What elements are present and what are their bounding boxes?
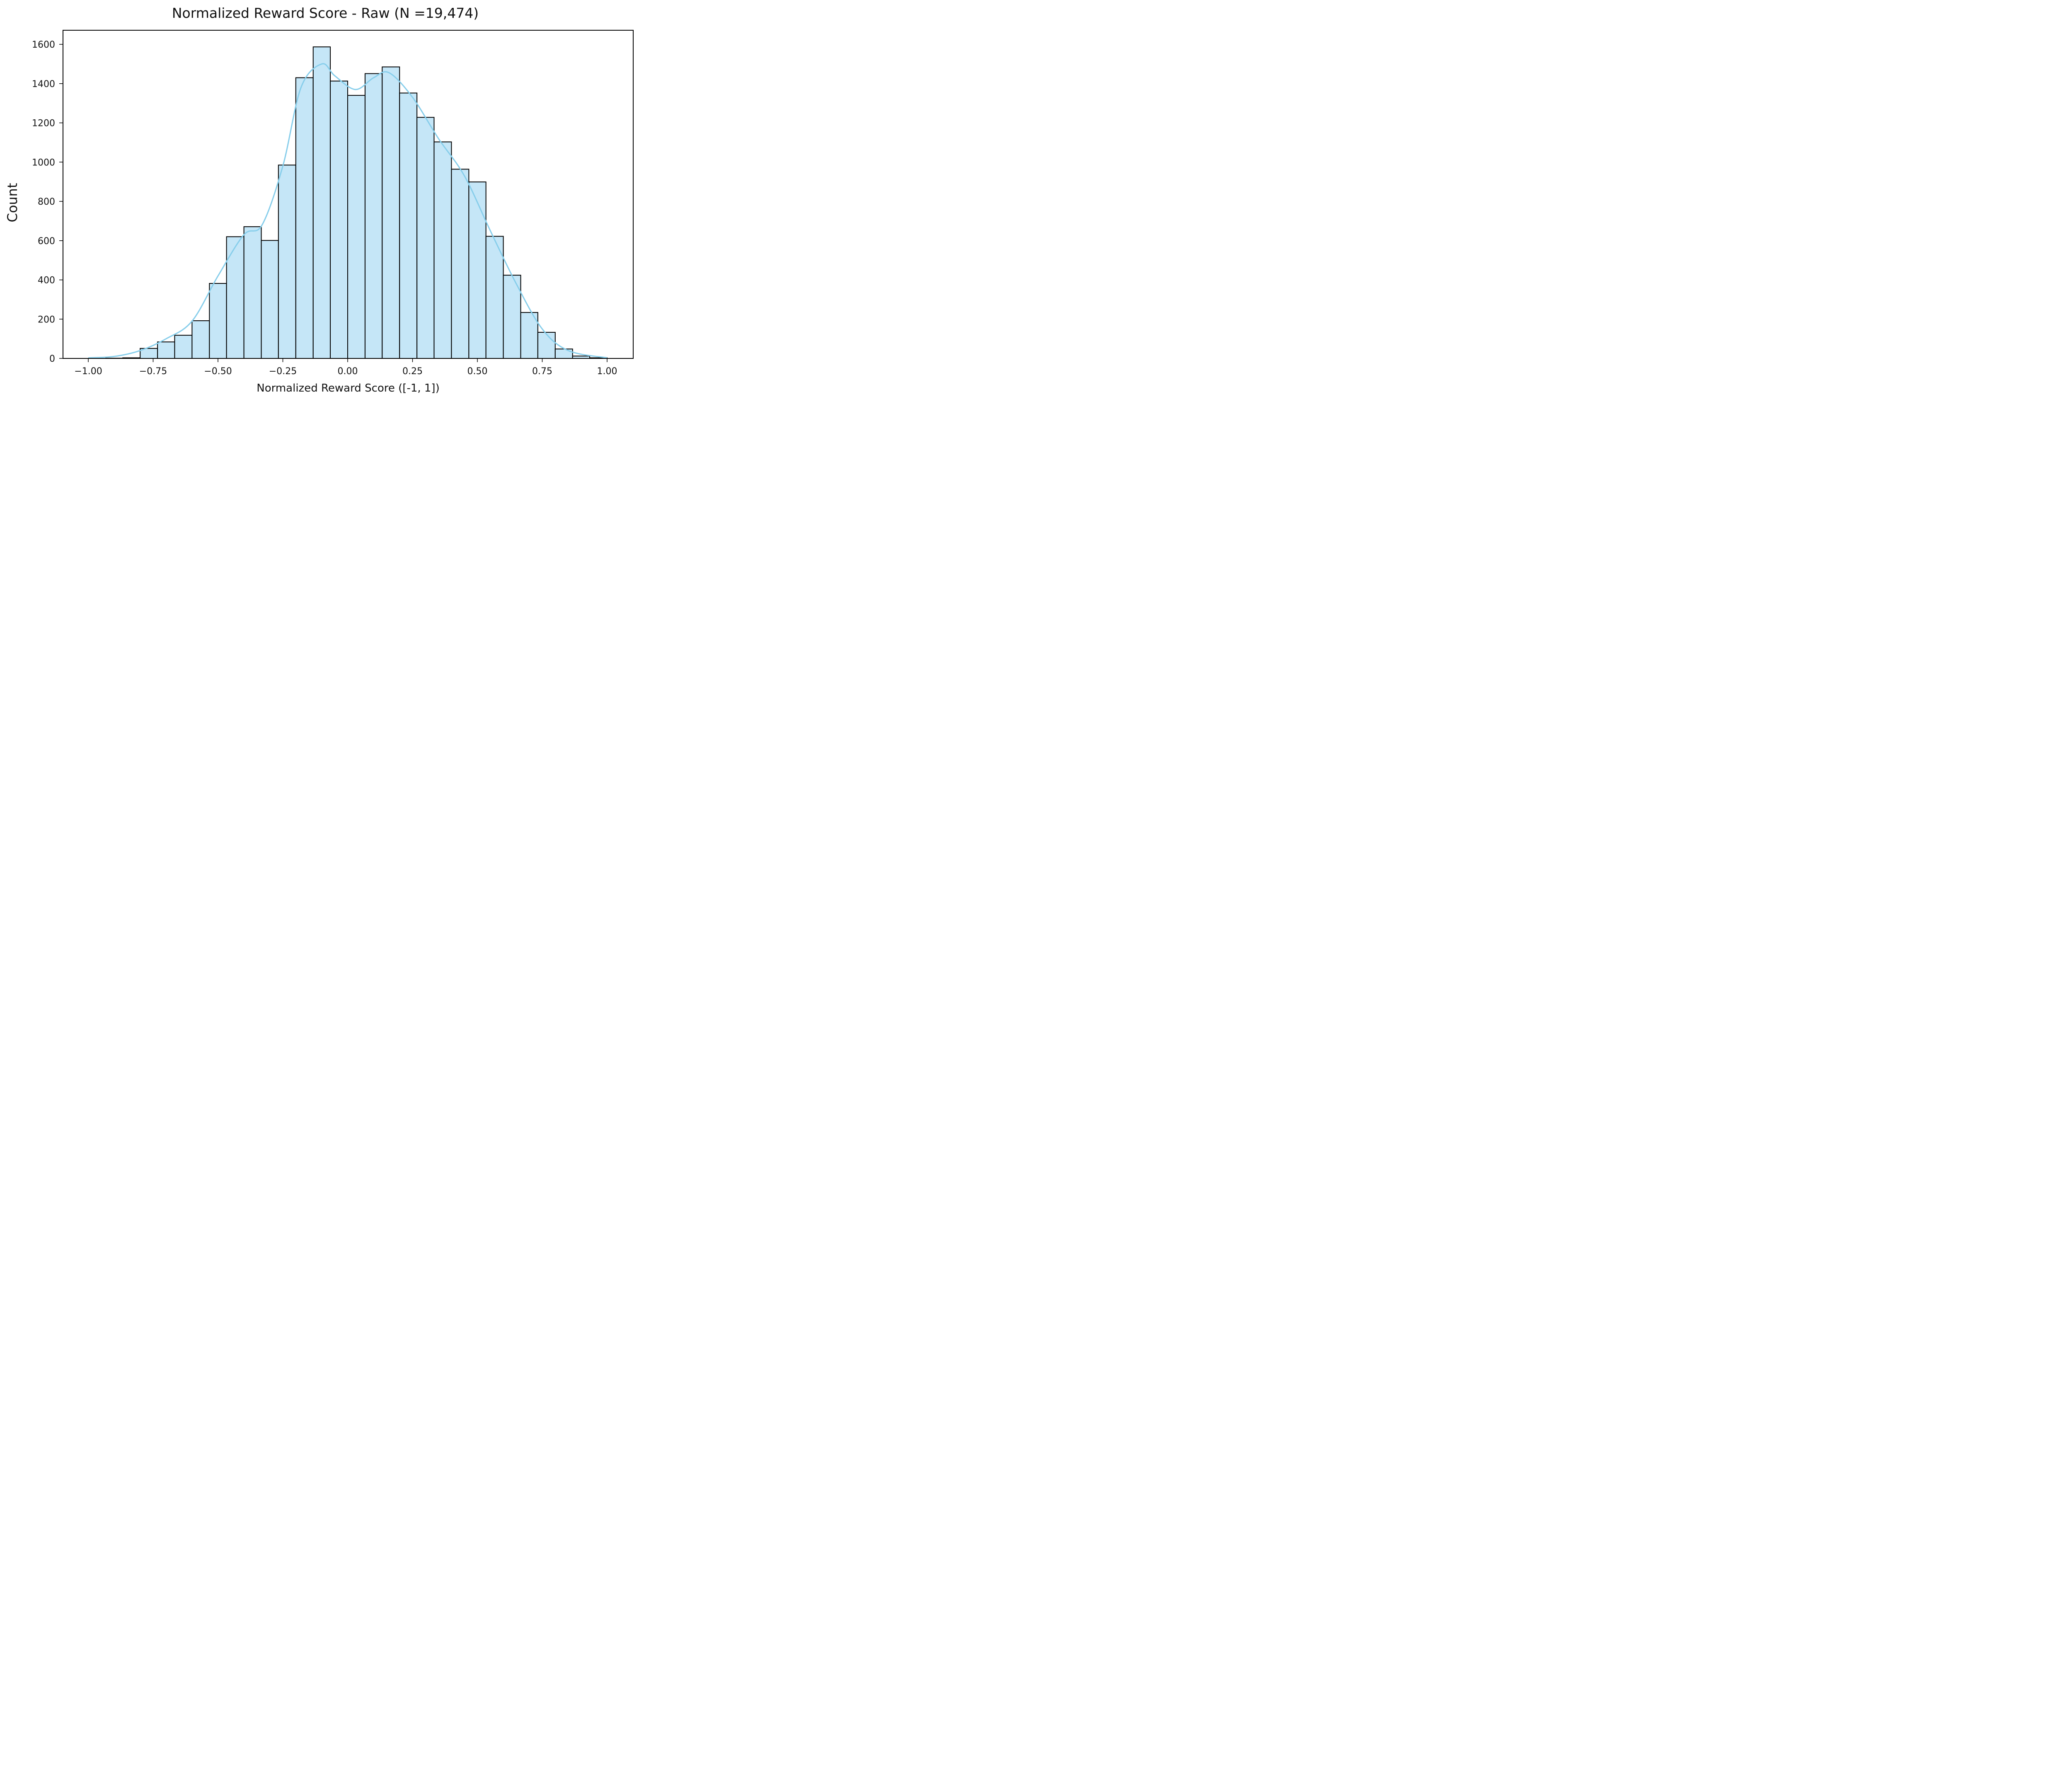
histogram-bar: [174, 335, 193, 359]
x-tick-label: 1.00: [597, 366, 617, 377]
histogram-bar: [554, 348, 573, 359]
histogram-bar: [191, 320, 210, 359]
x-tick-label: 0.25: [402, 366, 423, 377]
histogram-bar: [382, 66, 400, 359]
histogram-bar: [399, 92, 418, 359]
y-tick-label: 1200: [32, 119, 55, 129]
histogram-bar: [468, 181, 487, 359]
histogram-plot: −1.00 −0.75 −0.50 −0.25 0.00 0.25 0.50 0.75 1.00…: [32, 30, 634, 377]
histogram-bar: [295, 77, 314, 359]
histogram-bar: [261, 240, 279, 359]
y-tick-label: 1600: [32, 40, 55, 50]
histogram-bar: [537, 331, 556, 359]
x-tick-label: −0.50: [204, 366, 232, 377]
histogram-bar: [209, 283, 227, 359]
histogram-bar: [485, 236, 504, 359]
x-tick-label: −1.00: [74, 366, 102, 377]
histogram-bar: [278, 164, 296, 359]
histogram-bar: [347, 95, 366, 359]
y-tick-label: 0: [49, 354, 55, 364]
histogram-bar: [330, 80, 348, 359]
chart-title: Normalized Reward Score - Raw (N =19,474…: [172, 5, 479, 21]
x-tick-label: 0.50: [467, 366, 488, 377]
histogram-bar: [157, 341, 175, 359]
y-tick-label: 200: [38, 314, 55, 325]
histogram-bar: [226, 236, 244, 359]
x-tick-label: −0.75: [139, 366, 167, 377]
x-tick-label: 0.00: [338, 366, 358, 377]
histogram-bar: [312, 46, 331, 359]
histogram-bar: [243, 226, 262, 359]
histogram-bars: [105, 46, 608, 359]
y-tick-label: 600: [38, 236, 55, 247]
x-tick-label: −0.25: [269, 366, 297, 377]
histogram-bar: [433, 141, 452, 359]
x-axis-label: Normalized Reward Score ([-1, 1]): [257, 382, 440, 394]
y-tick-label: 1400: [32, 79, 55, 90]
histogram-bar: [364, 73, 383, 359]
y-axis-ticks: 0 200 400 600 800 1000 1200 1400 1600: [32, 40, 63, 364]
histogram-bar: [416, 117, 435, 359]
y-tick-label: 800: [38, 197, 55, 207]
x-tick-label: 0.75: [532, 366, 552, 377]
kde-curve: [88, 63, 608, 359]
y-tick-label: 400: [38, 276, 55, 286]
axes-frame: [63, 30, 634, 359]
histogram-bar: [451, 169, 470, 359]
x-axis-ticks: −1.00 −0.75 −0.50 −0.25 0.00 0.25 0.50 0.75 1.00: [74, 358, 617, 377]
y-tick-label: 1000: [32, 157, 55, 168]
